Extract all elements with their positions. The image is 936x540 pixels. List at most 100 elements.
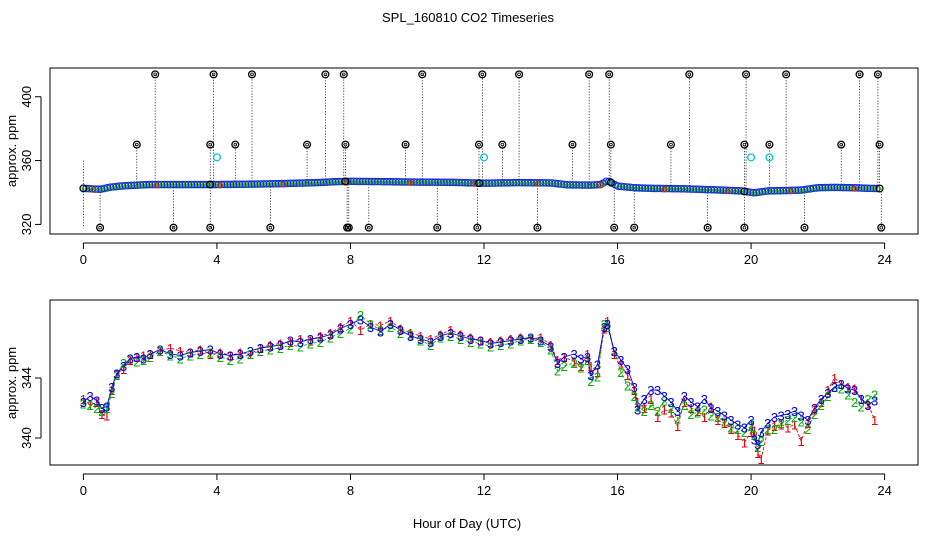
top-baseline-point (662, 184, 671, 193)
top-baseline-point (661, 186, 668, 193)
bottom-series-2-marker: 2 (407, 328, 414, 343)
top-baseline-point (346, 177, 355, 186)
bottom-series-3-marker: 3 (851, 383, 858, 398)
bottom-series-1-marker: 1 (791, 418, 798, 433)
bottom-series-2-marker: 2 (778, 416, 785, 431)
bottom-series-3-marker: 3 (307, 332, 314, 347)
top-baseline-point (763, 188, 770, 195)
bottom-series-3-marker: 3 (417, 332, 424, 347)
top-outlier-point (401, 140, 410, 149)
top-baseline-point (431, 178, 439, 187)
top-baseline-point (289, 179, 298, 188)
top-outlier-point (839, 142, 844, 147)
bottom-series-1-marker: 1 (497, 334, 504, 349)
top-outlier-point (477, 142, 481, 147)
bottom-series-1-marker: 1 (778, 418, 785, 433)
top-baseline-point (395, 178, 403, 186)
bottom-series-3-marker: 3 (601, 320, 608, 335)
top-outlier-point (533, 223, 542, 232)
top-outlier-point (498, 140, 507, 149)
bottom-series-2-marker: 2 (98, 404, 105, 419)
bottom-series-3-marker: 3 (387, 317, 394, 332)
top-baseline-point (671, 184, 680, 193)
top-outlier-point (782, 70, 791, 79)
top-baseline-point (647, 184, 656, 193)
top-baseline-point (674, 184, 683, 193)
bottom-series-2-marker: 2 (561, 359, 568, 374)
bottom-series-2-marker: 2 (187, 349, 194, 364)
bottom-series-2-marker: 2 (734, 422, 741, 437)
bottom-series-3-marker: 3 (824, 386, 831, 401)
top-baseline-point (226, 180, 235, 189)
bottom-series-1-marker: 1 (277, 337, 284, 352)
bottom-series-1-marker: 1 (487, 335, 494, 350)
top-baseline-point (383, 177, 391, 186)
top-x-tick-label: 16 (610, 252, 624, 267)
bottom-series-2-marker: 2 (641, 404, 648, 419)
top-baseline-point (319, 178, 328, 187)
top-outlier-point (206, 223, 215, 232)
bottom-series-1-marker: 1 (527, 332, 534, 347)
top-outlier-point (500, 142, 505, 147)
bottom-series-2-marker: 2 (103, 401, 110, 416)
top-baseline-point (536, 179, 544, 187)
bottom-series-2-marker: 2 (681, 398, 688, 413)
top-baseline-point (259, 180, 268, 188)
top-baseline-point (710, 186, 719, 194)
bottom-series-1-marker: 1 (601, 322, 608, 337)
bottom-series-1-marker: 1 (631, 383, 638, 398)
top-outlier-point (266, 223, 275, 232)
bottom-series-2-marker: 2 (147, 350, 154, 365)
bottom-series-2-marker: 2 (357, 308, 364, 323)
top-baseline-point (377, 177, 385, 186)
bottom-series-3-marker: 3 (237, 347, 244, 362)
bottom-series-3-marker: 3 (217, 347, 224, 362)
bottom-series-2-marker: 2 (707, 409, 714, 424)
top-baseline-point (362, 177, 370, 186)
top-baseline-point (716, 186, 725, 194)
top-baseline-point (534, 180, 541, 187)
bottom-series-1-marker: 1 (617, 358, 624, 373)
top-outlier-point (344, 223, 353, 232)
top-baseline-point (175, 180, 184, 189)
bottom-series-2-marker: 2 (337, 326, 344, 341)
top-baseline-point (250, 180, 259, 188)
bottom-series-1-marker: 1 (237, 346, 244, 361)
bottom-series-2-marker: 2 (86, 398, 93, 413)
bottom-series-3-marker: 3 (103, 400, 110, 415)
bottom-series-3-marker: 3 (277, 338, 284, 353)
bottom-series-line-2 (83, 314, 875, 449)
top-outlier-point (800, 223, 809, 232)
top-baseline-point (331, 177, 340, 186)
bottom-series-1-marker: 1 (641, 401, 648, 416)
bottom-series-2-marker: 2 (457, 332, 464, 347)
top-y-axis-label-group: approx. ppm (4, 115, 19, 187)
top-outlier-point (132, 140, 141, 149)
top-baseline-point (578, 181, 586, 189)
bottom-series-3-marker: 3 (317, 331, 324, 346)
top-baseline-point (737, 187, 746, 195)
bottom-series-1-marker: 1 (93, 395, 100, 410)
top-baseline-point (632, 183, 641, 192)
bottom-series-3-marker: 3 (561, 350, 568, 365)
top-outlier-point (171, 225, 176, 230)
top-baseline-point (193, 180, 202, 189)
top-outlier-point (418, 70, 427, 79)
top-baseline-point (494, 179, 502, 187)
top-baseline-point (797, 186, 806, 194)
bottom-series-1-marker: 1 (804, 416, 811, 431)
bottom-series-3-marker: 3 (721, 409, 728, 424)
bottom-series-3-marker: 3 (818, 392, 825, 407)
bottom-series-1-marker: 1 (257, 341, 264, 356)
top-baseline-point (746, 188, 755, 197)
top-baseline-point (811, 185, 818, 192)
top-baseline-point (328, 178, 337, 186)
bottom-series-1-marker: 1 (694, 404, 701, 419)
bottom-series-2-marker: 2 (667, 401, 674, 416)
top-baseline-point (184, 180, 193, 189)
top-outlier-point (612, 225, 616, 230)
top-outlier-point (837, 140, 846, 149)
top-baseline-point (163, 180, 172, 189)
bottom-series-1-marker: 1 (120, 362, 127, 377)
bottom-series-2-marker: 2 (507, 337, 514, 352)
